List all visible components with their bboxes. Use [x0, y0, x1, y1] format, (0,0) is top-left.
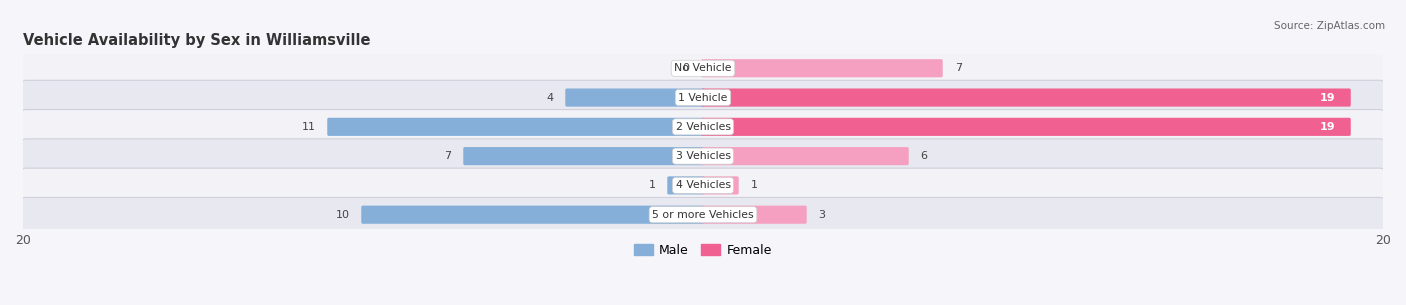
FancyBboxPatch shape [21, 197, 1385, 232]
Text: 4: 4 [547, 92, 554, 102]
Text: 6: 6 [921, 151, 928, 161]
Text: 2 Vehicles: 2 Vehicles [675, 122, 731, 132]
Text: 10: 10 [336, 210, 349, 220]
Text: 7: 7 [955, 63, 962, 73]
Text: 3: 3 [818, 210, 825, 220]
Legend: Male, Female: Male, Female [630, 239, 776, 262]
FancyBboxPatch shape [668, 176, 704, 195]
FancyBboxPatch shape [702, 59, 942, 77]
Text: 1 Vehicle: 1 Vehicle [678, 92, 728, 102]
Text: Vehicle Availability by Sex in Williamsville: Vehicle Availability by Sex in Williamsv… [22, 33, 370, 48]
Text: No Vehicle: No Vehicle [675, 63, 731, 73]
FancyBboxPatch shape [702, 206, 807, 224]
FancyBboxPatch shape [702, 88, 1351, 107]
FancyBboxPatch shape [21, 139, 1385, 174]
Text: 19: 19 [1320, 92, 1336, 102]
Text: 19: 19 [1320, 122, 1336, 132]
Text: 4 Vehicles: 4 Vehicles [675, 181, 731, 190]
FancyBboxPatch shape [702, 118, 1351, 136]
Text: 1: 1 [648, 181, 655, 190]
FancyBboxPatch shape [328, 118, 704, 136]
FancyBboxPatch shape [565, 88, 704, 107]
Text: Source: ZipAtlas.com: Source: ZipAtlas.com [1274, 21, 1385, 31]
Text: 0: 0 [682, 63, 689, 73]
FancyBboxPatch shape [21, 80, 1385, 115]
Text: 1: 1 [751, 181, 758, 190]
FancyBboxPatch shape [21, 51, 1385, 85]
FancyBboxPatch shape [464, 147, 704, 165]
Text: 7: 7 [444, 151, 451, 161]
Text: 3 Vehicles: 3 Vehicles [675, 151, 731, 161]
FancyBboxPatch shape [361, 206, 704, 224]
Text: 5 or more Vehicles: 5 or more Vehicles [652, 210, 754, 220]
FancyBboxPatch shape [702, 147, 908, 165]
FancyBboxPatch shape [21, 168, 1385, 203]
FancyBboxPatch shape [21, 109, 1385, 144]
FancyBboxPatch shape [702, 176, 738, 195]
Text: 11: 11 [301, 122, 315, 132]
